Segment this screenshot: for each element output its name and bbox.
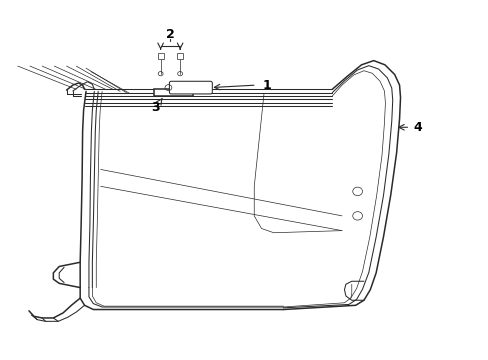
Text: 3: 3: [151, 100, 160, 113]
Text: 1: 1: [262, 78, 270, 91]
FancyBboxPatch shape: [177, 53, 183, 59]
Text: 4: 4: [412, 121, 421, 134]
Text: 2: 2: [165, 28, 174, 41]
FancyBboxPatch shape: [169, 81, 212, 94]
FancyBboxPatch shape: [158, 53, 163, 59]
Bar: [154, 89, 193, 96]
